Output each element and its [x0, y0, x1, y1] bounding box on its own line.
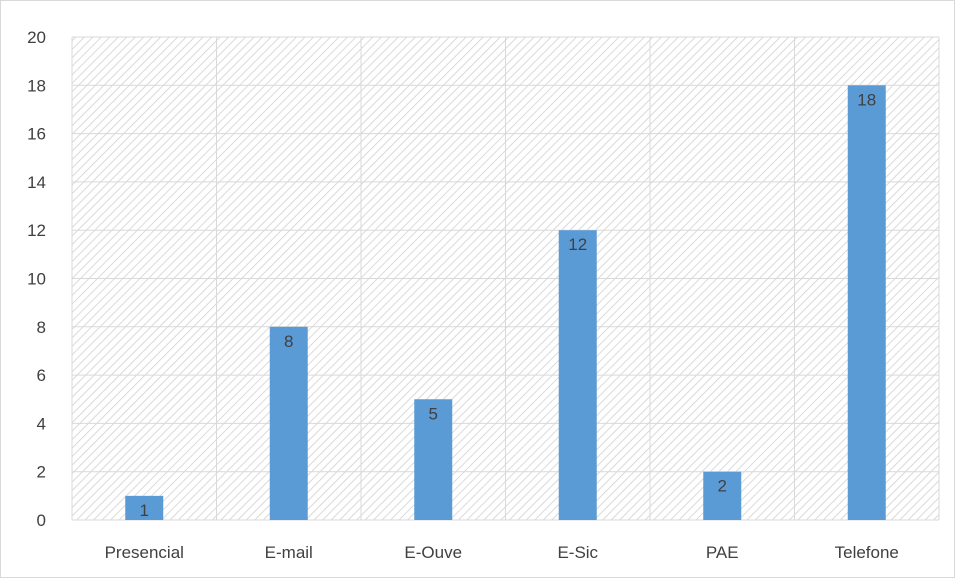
data-label: 12 [568, 235, 587, 254]
y-tick-label: 6 [37, 366, 46, 385]
x-tick-label: Presencial [105, 543, 184, 562]
bar [558, 230, 597, 520]
bars [125, 85, 886, 521]
bar [125, 495, 164, 520]
y-tick-label: 20 [27, 28, 46, 47]
y-tick-label: 0 [37, 511, 46, 530]
y-tick-label: 12 [27, 221, 46, 240]
data-label: 2 [718, 477, 727, 496]
y-tick-label: 18 [27, 76, 46, 95]
bar [269, 326, 308, 520]
y-axis: 0 2 4 6 8 10 12 14 16 18 20 [27, 28, 46, 530]
y-tick-label: 10 [27, 270, 46, 289]
y-tick-label: 16 [27, 125, 46, 144]
y-tick-label: 4 [37, 414, 46, 433]
bar [703, 471, 742, 520]
bar [414, 399, 453, 520]
gridlines [71, 36, 940, 521]
bar [847, 85, 886, 521]
y-tick-label: 14 [27, 173, 46, 192]
x-tick-label: PAE [706, 543, 739, 562]
x-tick-label: E-Ouve [404, 543, 462, 562]
data-label: 1 [140, 501, 149, 520]
data-label: 8 [284, 332, 293, 351]
y-tick-label: 2 [37, 463, 46, 482]
y-tick-label: 8 [37, 318, 46, 337]
data-label: 5 [429, 404, 438, 423]
x-tick-label: E-Sic [557, 543, 598, 562]
x-axis: Presencial E-mail E-Ouve E-Sic PAE Telefone [105, 543, 899, 562]
x-tick-label: Telefone [835, 543, 899, 562]
x-tick-label: E-mail [265, 543, 313, 562]
data-label: 18 [857, 90, 876, 109]
